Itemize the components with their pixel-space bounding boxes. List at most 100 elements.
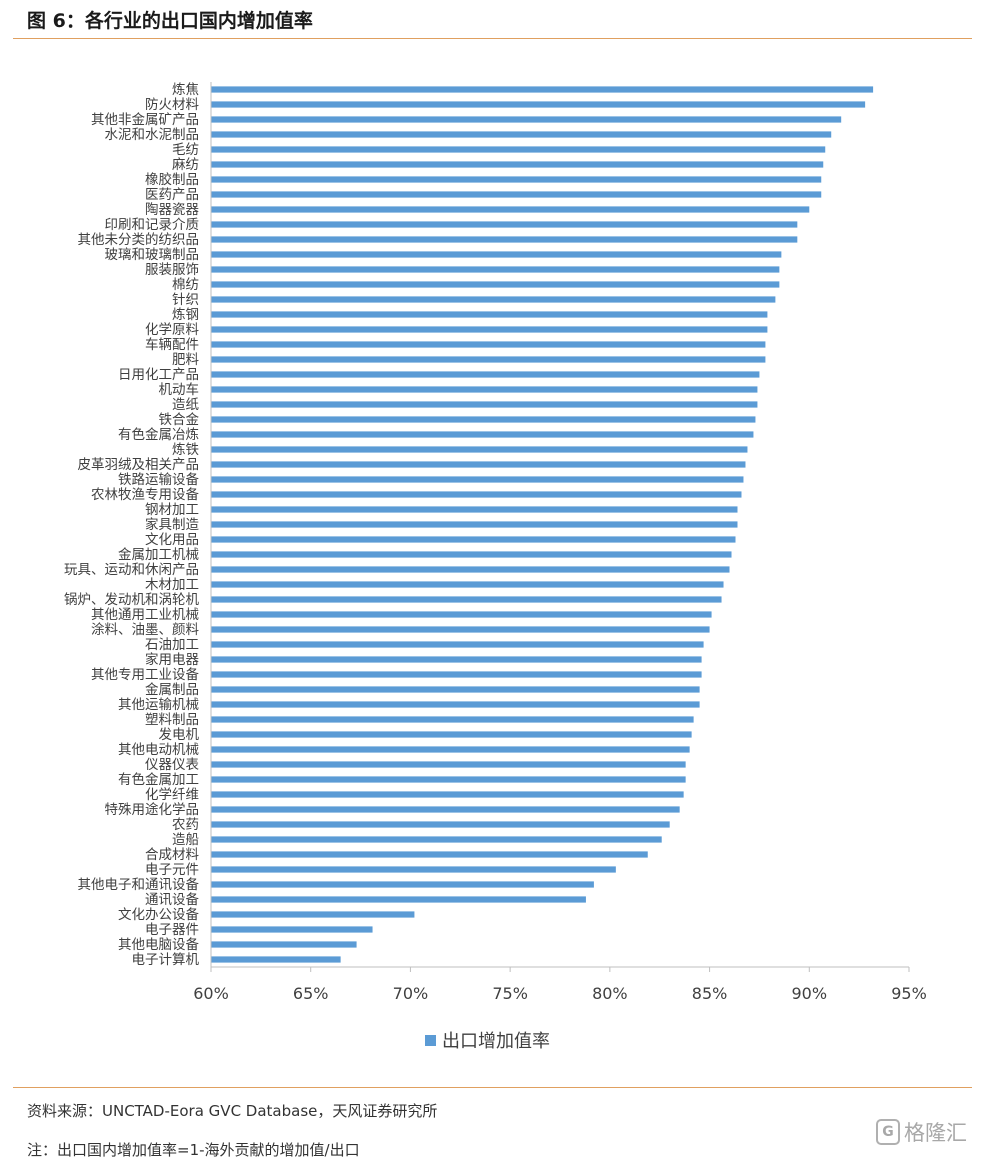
category-label: 炼焦 bbox=[172, 82, 199, 98]
bar bbox=[211, 401, 758, 408]
bar bbox=[211, 311, 768, 318]
category-label: 铁合金 bbox=[159, 412, 200, 428]
category-label: 电子元件 bbox=[145, 862, 199, 878]
bar bbox=[211, 386, 758, 393]
bar bbox=[211, 356, 766, 363]
category-label: 通讯设备 bbox=[145, 891, 199, 908]
bar bbox=[211, 956, 341, 963]
category-label: 其他未分类的纺织品 bbox=[78, 232, 200, 248]
bar bbox=[211, 221, 798, 228]
category-label: 合成材料 bbox=[145, 847, 199, 863]
category-label: 炼钢 bbox=[172, 307, 199, 323]
footer-divider bbox=[13, 1087, 972, 1088]
bar bbox=[211, 326, 768, 333]
bar bbox=[211, 941, 357, 948]
bar bbox=[211, 581, 724, 588]
bar bbox=[211, 641, 704, 648]
bar bbox=[211, 881, 594, 888]
category-label: 文化用品 bbox=[145, 532, 199, 548]
category-label: 毛纺 bbox=[172, 142, 199, 158]
watermark-text: 格隆汇 bbox=[904, 1121, 967, 1145]
bar bbox=[211, 341, 766, 348]
legend-swatch bbox=[425, 1035, 436, 1046]
category-label: 农林牧渔专用设备 bbox=[91, 486, 199, 503]
category-label: 有色金属冶炼 bbox=[118, 426, 199, 443]
category-label: 特殊用途化学品 bbox=[105, 801, 200, 818]
bar bbox=[211, 746, 690, 753]
bar bbox=[211, 836, 662, 843]
bar bbox=[211, 926, 373, 933]
category-label: 化学纤维 bbox=[145, 787, 199, 803]
bar bbox=[211, 791, 684, 798]
category-label: 针织 bbox=[172, 292, 199, 308]
x-tick-label: 60% bbox=[193, 984, 229, 1003]
bar bbox=[211, 566, 730, 573]
category-label: 电子器件 bbox=[145, 922, 199, 938]
bar bbox=[211, 191, 822, 198]
category-label: 钢材加工 bbox=[145, 502, 199, 518]
category-label: 文化办公设备 bbox=[118, 906, 199, 923]
bar bbox=[211, 266, 780, 273]
bar bbox=[211, 251, 782, 258]
category-label: 造纸 bbox=[172, 397, 199, 413]
bar bbox=[211, 371, 760, 378]
category-labels: 炼焦防火材料其他非金属矿产品水泥和水泥制品毛纺麻纺橡胶制品医药产品陶器瓷器印刷和… bbox=[64, 82, 199, 968]
x-tick-label: 75% bbox=[492, 984, 528, 1003]
bar bbox=[211, 101, 866, 108]
category-label: 发电机 bbox=[159, 727, 200, 743]
bar bbox=[211, 161, 824, 168]
category-label: 其他专用工业设备 bbox=[91, 666, 199, 683]
title-divider bbox=[13, 38, 972, 39]
bar bbox=[211, 596, 722, 603]
x-tick-label: 80% bbox=[592, 984, 628, 1003]
category-label: 玩具、运动和休闲产品 bbox=[64, 562, 199, 578]
category-label: 印刷和记录介质 bbox=[105, 217, 200, 233]
category-label: 塑料制品 bbox=[145, 712, 199, 728]
bar bbox=[211, 506, 738, 513]
category-label: 其他运输机械 bbox=[118, 697, 199, 713]
category-label: 肥料 bbox=[172, 352, 199, 368]
category-label: 金属制品 bbox=[145, 682, 199, 698]
bar bbox=[211, 281, 780, 288]
category-label: 橡胶制品 bbox=[145, 171, 199, 188]
category-label: 木材加工 bbox=[145, 577, 199, 593]
category-label: 玻璃和玻璃制品 bbox=[105, 246, 200, 263]
bar bbox=[211, 521, 738, 528]
bar bbox=[211, 731, 692, 738]
x-tick-label: 90% bbox=[792, 984, 828, 1003]
bar-chart: 炼焦防火材料其他非金属矿产品水泥和水泥制品毛纺麻纺橡胶制品医药产品陶器瓷器印刷和… bbox=[64, 82, 927, 1052]
bar bbox=[211, 761, 686, 768]
bar bbox=[211, 671, 702, 678]
watermark: G 格隆汇 bbox=[876, 1117, 967, 1147]
x-tick-label: 85% bbox=[692, 984, 728, 1003]
category-label: 有色金属加工 bbox=[118, 771, 199, 788]
category-label: 其他电动机械 bbox=[118, 742, 199, 758]
footnote: 注：出口国内增加值率=1-海外贡献的增加值/出口 bbox=[27, 1141, 360, 1159]
x-ticks: 60% 65% 70% 75% 80% 85% 90% 95% bbox=[193, 967, 927, 1003]
bar bbox=[211, 86, 874, 93]
bar bbox=[211, 866, 616, 873]
source-note: 资料来源：UNCTAD-Eora GVC Database，天风证券研究所 bbox=[27, 1102, 438, 1120]
category-label: 其他非金属矿产品 bbox=[91, 112, 199, 128]
bar bbox=[211, 686, 700, 693]
bar bbox=[211, 806, 680, 813]
bar bbox=[211, 236, 798, 243]
x-tick-label: 70% bbox=[393, 984, 429, 1003]
bar bbox=[211, 851, 648, 858]
bar bbox=[211, 716, 694, 723]
category-label: 日用化工产品 bbox=[118, 367, 199, 383]
category-label: 医药产品 bbox=[145, 187, 199, 203]
bar bbox=[211, 461, 746, 468]
bar bbox=[211, 896, 586, 903]
category-label: 其他通用工业机械 bbox=[91, 607, 199, 623]
bar bbox=[211, 446, 748, 453]
category-label: 农药 bbox=[172, 817, 199, 833]
category-label: 铁路运输设备 bbox=[118, 471, 199, 488]
category-label: 机动车 bbox=[159, 381, 200, 398]
bar bbox=[211, 296, 776, 303]
category-label: 金属加工机械 bbox=[118, 547, 199, 563]
legend-label: 出口增加值率 bbox=[442, 1031, 550, 1052]
bar bbox=[211, 476, 744, 483]
category-label: 水泥和水泥制品 bbox=[105, 127, 200, 143]
bar bbox=[211, 776, 686, 783]
